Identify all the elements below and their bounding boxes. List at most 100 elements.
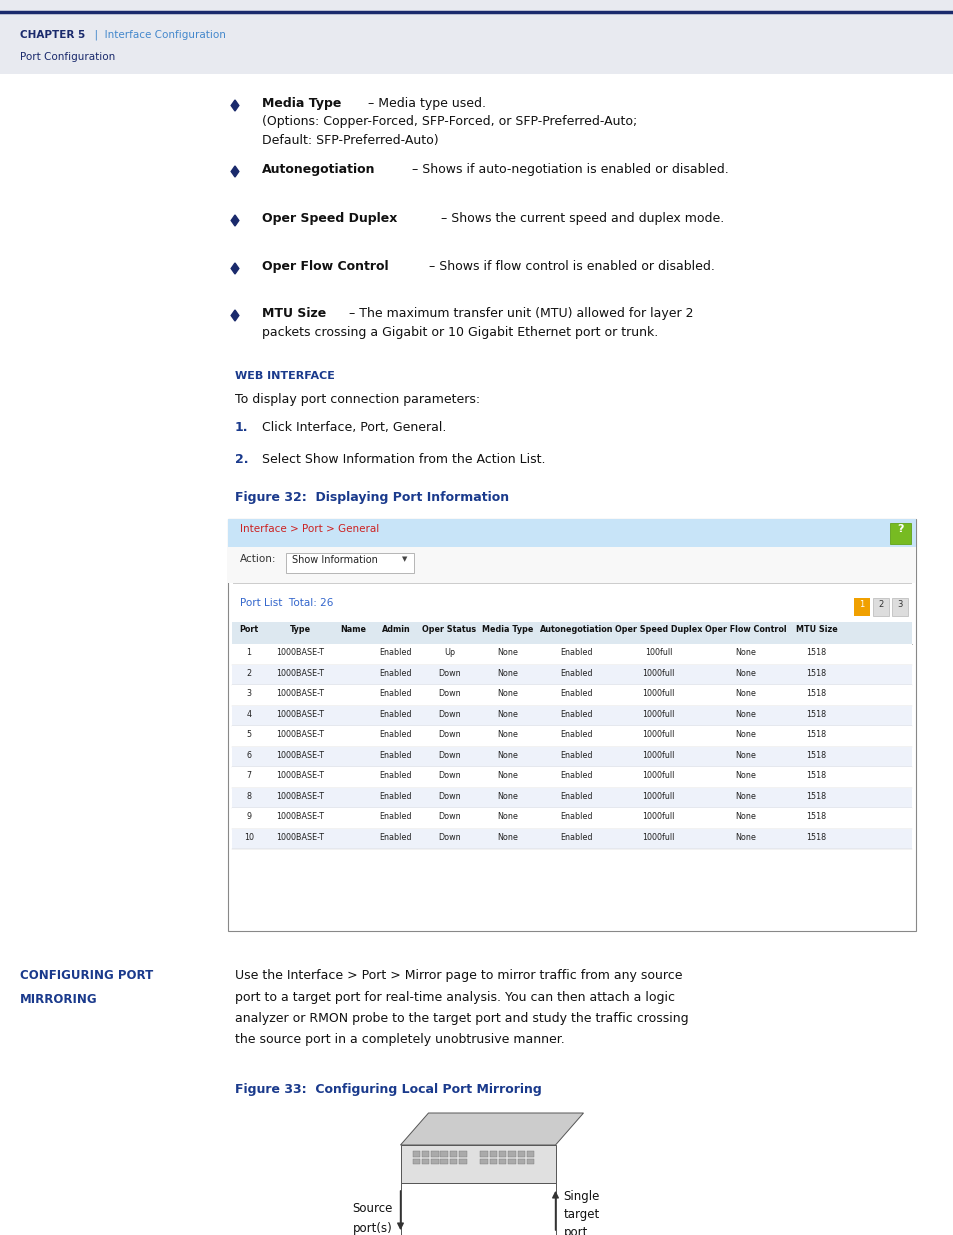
Text: Name: Name	[340, 625, 366, 634]
Polygon shape	[231, 215, 238, 226]
Text: Oper Speed Duplex: Oper Speed Duplex	[614, 625, 701, 634]
FancyBboxPatch shape	[489, 1158, 497, 1165]
FancyBboxPatch shape	[286, 553, 414, 573]
Text: 2: 2	[878, 599, 882, 609]
Text: Enabled: Enabled	[379, 792, 412, 800]
FancyBboxPatch shape	[400, 1183, 555, 1235]
Text: port to a target port for real-time analysis. You can then attach a logic: port to a target port for real-time anal…	[234, 990, 675, 1004]
Text: analyzer or RMON probe to the target port and study the traffic crossing: analyzer or RMON probe to the target por…	[234, 1011, 688, 1025]
Text: – Shows if flow control is enabled or disabled.: – Shows if flow control is enabled or di…	[425, 261, 715, 273]
Text: target: target	[563, 1208, 599, 1221]
Text: 7: 7	[246, 771, 252, 781]
FancyBboxPatch shape	[232, 808, 911, 829]
FancyBboxPatch shape	[232, 767, 911, 788]
Polygon shape	[231, 165, 238, 177]
Text: Autonegotiation: Autonegotiation	[539, 625, 613, 634]
FancyBboxPatch shape	[458, 1158, 466, 1165]
FancyBboxPatch shape	[412, 1151, 419, 1156]
Text: 1000full: 1000full	[641, 730, 674, 739]
Text: Oper Flow Control: Oper Flow Control	[262, 261, 388, 273]
Text: None: None	[497, 811, 517, 821]
Text: 1.: 1.	[234, 421, 248, 433]
Text: Type: Type	[289, 625, 311, 634]
Text: 1000BASE-T: 1000BASE-T	[275, 689, 324, 698]
Text: port(s): port(s)	[353, 1223, 392, 1235]
Text: 8: 8	[246, 792, 252, 800]
Text: packets crossing a Gigabit or 10 Gigabit Ethernet port or trunk.: packets crossing a Gigabit or 10 Gigabit…	[262, 326, 658, 338]
Text: None: None	[497, 709, 517, 719]
FancyBboxPatch shape	[508, 1151, 516, 1156]
Text: port: port	[563, 1226, 587, 1235]
Text: 1000full: 1000full	[641, 792, 674, 800]
Text: Enabled: Enabled	[559, 832, 592, 841]
Text: Action:: Action:	[240, 555, 276, 564]
Text: 1000full: 1000full	[641, 771, 674, 781]
Text: Enabled: Enabled	[559, 709, 592, 719]
FancyBboxPatch shape	[508, 1158, 516, 1165]
Text: Down: Down	[437, 792, 460, 800]
Text: ▼: ▼	[401, 556, 407, 562]
Text: Show Information: Show Information	[292, 555, 377, 564]
Text: Single: Single	[563, 1191, 599, 1203]
Text: 1000full: 1000full	[641, 811, 674, 821]
Text: 1518: 1518	[805, 832, 825, 841]
Text: CONFIGURING PORT: CONFIGURING PORT	[20, 969, 153, 982]
FancyBboxPatch shape	[412, 1158, 419, 1165]
Text: 1518: 1518	[805, 792, 825, 800]
Text: Enabled: Enabled	[559, 811, 592, 821]
Text: Enabled: Enabled	[379, 811, 412, 821]
Text: – Media type used.: – Media type used.	[364, 98, 486, 110]
Text: 1518: 1518	[805, 811, 825, 821]
Text: Port: Port	[239, 625, 258, 634]
Text: 1: 1	[859, 599, 863, 609]
Text: Enabled: Enabled	[379, 709, 412, 719]
Text: Down: Down	[437, 668, 460, 678]
Text: None: None	[497, 730, 517, 739]
Text: 1000BASE-T: 1000BASE-T	[275, 709, 324, 719]
Text: MIRRORING: MIRRORING	[20, 993, 97, 1007]
Text: 1: 1	[246, 648, 252, 657]
Text: Interface > Port > General: Interface > Port > General	[240, 524, 379, 534]
FancyBboxPatch shape	[498, 1151, 506, 1156]
Text: Enabled: Enabled	[379, 832, 412, 841]
Text: None: None	[735, 689, 755, 698]
Text: 2: 2	[246, 668, 252, 678]
FancyBboxPatch shape	[440, 1158, 447, 1165]
Text: Admin: Admin	[381, 625, 410, 634]
Text: – The maximum transfer unit (MTU) allowed for layer 2: – The maximum transfer unit (MTU) allowe…	[345, 308, 693, 320]
Text: Enabled: Enabled	[379, 751, 412, 760]
Text: 1000full: 1000full	[641, 751, 674, 760]
Text: To display port connection parameters:: To display port connection parameters:	[234, 393, 479, 406]
Text: Enabled: Enabled	[379, 730, 412, 739]
Text: 6: 6	[246, 751, 252, 760]
FancyBboxPatch shape	[232, 685, 911, 705]
Text: 1518: 1518	[805, 689, 825, 698]
FancyBboxPatch shape	[489, 1151, 497, 1156]
FancyBboxPatch shape	[232, 664, 911, 685]
FancyBboxPatch shape	[479, 1151, 487, 1156]
Text: MTU Size: MTU Size	[795, 625, 837, 634]
Text: 1000full: 1000full	[641, 689, 674, 698]
Text: 3: 3	[246, 689, 252, 698]
Polygon shape	[231, 310, 238, 321]
FancyBboxPatch shape	[232, 829, 911, 848]
Text: Media Type: Media Type	[482, 625, 533, 634]
Text: None: None	[497, 792, 517, 800]
Text: Down: Down	[437, 751, 460, 760]
Text: 1000BASE-T: 1000BASE-T	[275, 832, 324, 841]
FancyBboxPatch shape	[889, 522, 910, 543]
Text: Enabled: Enabled	[379, 648, 412, 657]
Text: None: None	[735, 709, 755, 719]
Text: – Shows the current speed and duplex mode.: – Shows the current speed and duplex mod…	[436, 212, 723, 225]
Polygon shape	[400, 1113, 583, 1145]
FancyBboxPatch shape	[232, 705, 911, 726]
Text: Click Interface, Port, General.: Click Interface, Port, General.	[262, 421, 446, 433]
Text: 5: 5	[246, 730, 252, 739]
Text: 100full: 100full	[644, 648, 672, 657]
FancyBboxPatch shape	[232, 746, 911, 767]
FancyBboxPatch shape	[853, 598, 869, 615]
Text: CHAPTER 5: CHAPTER 5	[20, 30, 85, 40]
Text: – 166 –: – 166 –	[456, 1212, 497, 1225]
Text: Down: Down	[437, 709, 460, 719]
Text: None: None	[497, 689, 517, 698]
